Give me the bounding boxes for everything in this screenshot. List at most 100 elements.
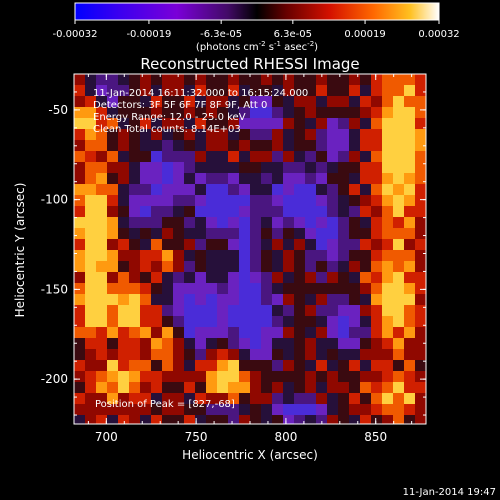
heatmap-cell <box>283 261 294 272</box>
heatmap-cell <box>393 371 404 382</box>
heatmap-cell <box>305 107 316 118</box>
heatmap-cell <box>316 206 327 217</box>
heatmap-cell <box>173 184 184 195</box>
heatmap-cell <box>107 151 118 162</box>
heatmap-cell <box>140 327 151 338</box>
heatmap-cell <box>393 118 404 129</box>
heatmap-cell <box>85 151 96 162</box>
heatmap-cell <box>305 371 316 382</box>
heatmap-cell <box>294 294 305 305</box>
heatmap-cell <box>338 74 349 85</box>
heatmap-cell <box>404 371 415 382</box>
heatmap-cell <box>228 228 239 239</box>
heatmap-cell <box>371 217 382 228</box>
heatmap-cell <box>393 250 404 261</box>
heatmap-cell <box>85 360 96 371</box>
heatmap-cell <box>338 85 349 96</box>
heatmap-cell <box>162 327 173 338</box>
heatmap-cell <box>327 228 338 239</box>
heatmap-cell <box>371 228 382 239</box>
heatmap-cell <box>393 228 404 239</box>
heatmap-cell <box>250 393 261 404</box>
heatmap-cell <box>162 228 173 239</box>
heatmap-cell <box>85 272 96 283</box>
heatmap-cell <box>195 140 206 151</box>
heatmap-cell <box>107 140 118 151</box>
heatmap-cell <box>74 283 85 294</box>
heatmap-cell <box>96 217 107 228</box>
heatmap-cell <box>316 338 327 349</box>
heatmap-cell <box>360 316 371 327</box>
heatmap-cell <box>96 151 107 162</box>
heatmap-cell <box>195 250 206 261</box>
heatmap-cell <box>228 261 239 272</box>
heatmap-cell <box>239 217 250 228</box>
heatmap-cell <box>316 272 327 283</box>
heatmap-cell <box>173 316 184 327</box>
heatmap-cell <box>272 118 283 129</box>
heatmap-cell <box>162 107 173 118</box>
heatmap-cell <box>195 305 206 316</box>
heatmap-cell <box>173 206 184 217</box>
heatmap-cell <box>217 305 228 316</box>
heatmap-cell <box>118 261 129 272</box>
heatmap-cell <box>272 85 283 96</box>
heatmap-cell <box>118 250 129 261</box>
heatmap-cell <box>393 217 404 228</box>
heatmap-cell <box>228 96 239 107</box>
heatmap-cell <box>173 404 184 415</box>
heatmap-cell <box>206 206 217 217</box>
heatmap-cell <box>338 195 349 206</box>
heatmap-cell <box>228 349 239 360</box>
heatmap-cell <box>261 195 272 206</box>
heatmap-cell <box>85 206 96 217</box>
heatmap-cell <box>239 173 250 184</box>
heatmap-cell <box>151 382 162 393</box>
heatmap-cell <box>118 360 129 371</box>
heatmap-cell <box>316 184 327 195</box>
heatmap-cell <box>162 305 173 316</box>
heatmap-cell <box>349 206 360 217</box>
heatmap-cell <box>349 349 360 360</box>
heatmap-cell <box>261 360 272 371</box>
heatmap-cell <box>228 184 239 195</box>
heatmap-cell <box>393 349 404 360</box>
heatmap-cell <box>360 327 371 338</box>
heatmap-cell <box>316 261 327 272</box>
heatmap-cell <box>206 184 217 195</box>
heatmap-cell <box>206 272 217 283</box>
heatmap-cell <box>173 96 184 107</box>
heatmap-cell <box>74 118 85 129</box>
heatmap-cell <box>217 272 228 283</box>
heatmap-cell <box>250 74 261 85</box>
heatmap-cell <box>217 360 228 371</box>
heatmap-cell <box>404 96 415 107</box>
heatmap-cell <box>316 283 327 294</box>
heatmap-cell <box>305 316 316 327</box>
heatmap-cell <box>283 316 294 327</box>
heatmap-cell <box>360 382 371 393</box>
heatmap-cell <box>316 349 327 360</box>
heatmap-cell <box>294 305 305 316</box>
heatmap-cell <box>129 305 140 316</box>
heatmap-cell <box>107 206 118 217</box>
heatmap-cell <box>404 283 415 294</box>
heatmap-cell <box>173 217 184 228</box>
heatmap-cell <box>162 338 173 349</box>
heatmap-cell <box>85 228 96 239</box>
heatmap-cell <box>294 85 305 96</box>
heatmap-cell <box>250 371 261 382</box>
x-tick-label: 850 <box>364 430 387 444</box>
heatmap-cell <box>371 74 382 85</box>
heatmap-cell <box>305 140 316 151</box>
heatmap-cell <box>85 107 96 118</box>
heatmap-cell <box>261 404 272 415</box>
heatmap-cell <box>85 349 96 360</box>
heatmap-cell <box>305 217 316 228</box>
heatmap-cell <box>371 118 382 129</box>
heatmap-cell <box>140 129 151 140</box>
heatmap-cell <box>151 85 162 96</box>
heatmap-cell <box>107 338 118 349</box>
heatmap-cell <box>239 404 250 415</box>
heatmap-cell <box>404 85 415 96</box>
